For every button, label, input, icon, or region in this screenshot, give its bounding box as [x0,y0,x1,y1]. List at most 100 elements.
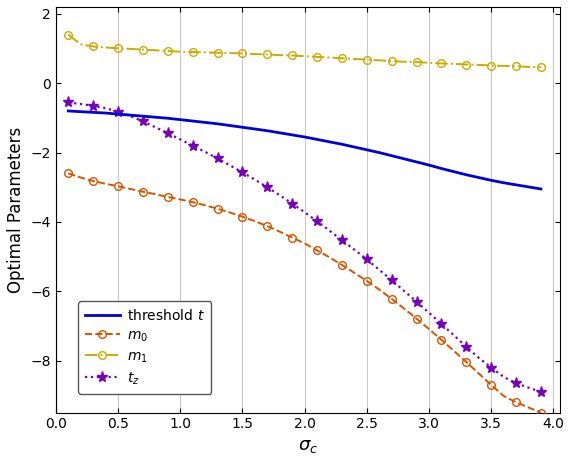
$m_0$ [413,316,420,322]
threshold $t$ [376,150,383,155]
$t_z$ [538,389,545,395]
$m_0$ [152,191,159,197]
threshold $t$ [177,117,184,122]
$m_1$ [438,61,445,66]
$m_0$ [276,229,283,234]
threshold $t$ [214,121,221,127]
$t_z$ [214,156,221,161]
$t_z$ [313,219,320,224]
$m_0$ [450,348,457,354]
threshold $t$ [276,130,283,135]
$m_1$ [239,51,246,56]
$m_1$ [189,49,196,55]
$m_0$ [363,278,370,284]
threshold $t$ [538,186,545,192]
threshold $t$ [438,166,445,171]
$m_1$ [65,32,72,37]
Line: threshold $t$: threshold $t$ [68,111,541,189]
$m_1$ [401,59,408,65]
$m_1$ [500,63,507,69]
$t_z$ [326,228,333,233]
$m_0$ [538,410,545,415]
$t_z$ [401,288,408,294]
threshold $t$ [301,134,308,140]
$t_z$ [301,209,308,215]
threshold $t$ [140,113,146,119]
threshold $t$ [114,111,121,117]
$t_z$ [426,310,432,316]
$m_1$ [388,58,395,64]
$t_z$ [264,184,271,190]
threshold $t$ [426,162,432,168]
$m_0$ [239,214,246,219]
$m_1$ [264,52,271,57]
$t_z$ [152,124,159,130]
$m_0$ [164,194,171,200]
$m_0$ [77,175,84,180]
$t_z$ [102,105,109,111]
$t_z$ [463,344,470,350]
threshold $t$ [313,137,320,142]
$m_1$ [351,56,358,62]
threshold $t$ [152,115,159,120]
$m_1$ [326,55,333,61]
$m_0$ [500,393,507,399]
threshold $t$ [164,116,171,121]
$t_z$ [450,333,457,338]
$t_z$ [513,380,519,386]
$t_z$ [475,355,482,361]
$t_z$ [488,365,495,371]
$m_1$ [252,51,259,57]
$t_z$ [388,277,395,283]
$m_0$ [90,178,97,184]
$m_1$ [313,54,320,60]
$m_1$ [90,44,97,49]
$t_z$ [252,177,259,182]
Line: $m_1$: $m_1$ [65,31,545,71]
$t_z$ [363,256,370,262]
$t_z$ [90,103,97,109]
$m_1$ [289,53,296,58]
threshold $t$ [264,128,271,134]
$m_1$ [276,52,283,58]
threshold $t$ [127,112,134,118]
$m_0$ [426,326,432,332]
$m_0$ [252,219,259,224]
$m_1$ [301,54,308,59]
$t_z$ [351,247,358,252]
$t_z$ [376,267,383,273]
$m_1$ [227,50,233,56]
$m_0$ [438,337,445,343]
$m_0$ [488,382,495,388]
$m_1$ [164,48,171,54]
$m_0$ [214,206,221,212]
$m_1$ [202,49,209,55]
$m_1$ [114,45,121,51]
$m_1$ [475,62,482,67]
threshold $t$ [475,175,482,180]
$m_0$ [227,210,233,215]
$t_z$ [525,385,532,390]
threshold $t$ [227,123,233,128]
threshold $t$ [102,110,109,116]
$m_1$ [376,58,383,63]
$m_0$ [401,306,408,311]
$t_z$ [289,201,296,207]
$m_1$ [463,62,470,67]
$m_0$ [313,248,320,253]
$m_0$ [475,371,482,376]
$m_1$ [413,59,420,65]
$m_0$ [289,235,296,240]
$t_z$ [140,119,146,124]
threshold $t$ [351,144,358,150]
threshold $t$ [339,141,345,147]
$m_1$ [177,49,184,55]
$m_0$ [127,186,134,192]
threshold $t$ [189,118,196,124]
$t_z$ [239,170,246,175]
threshold $t$ [388,153,395,158]
$m_1$ [102,45,109,50]
threshold $t$ [202,120,209,125]
$t_z$ [276,193,283,198]
$t_z$ [77,101,84,107]
